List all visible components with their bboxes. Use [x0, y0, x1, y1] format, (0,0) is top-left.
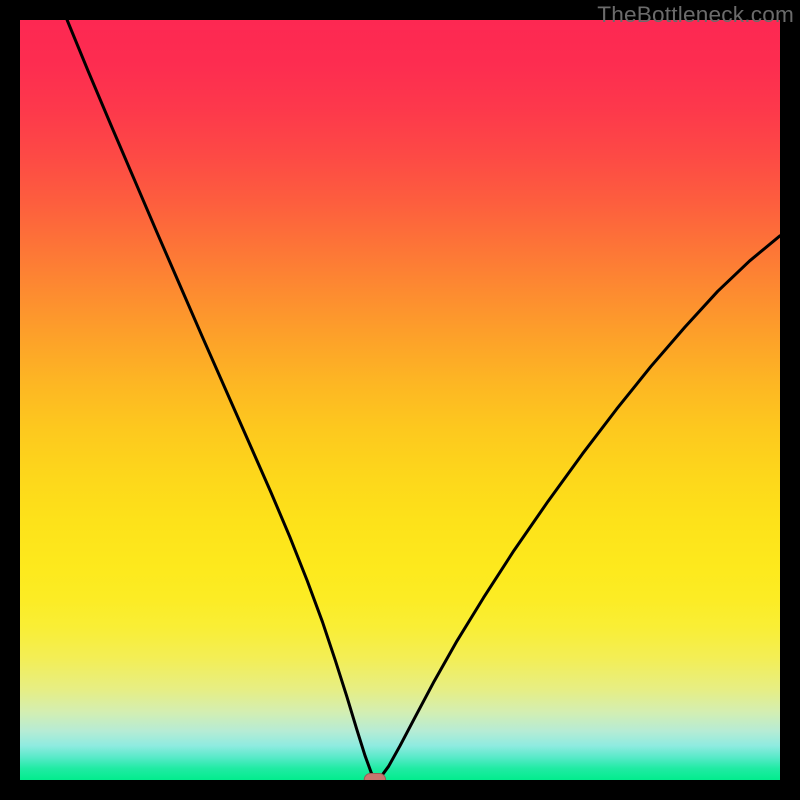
bottleneck-chart-svg: [0, 0, 800, 800]
watermark-text: TheBottleneck.com: [597, 2, 794, 28]
gradient-background: [20, 20, 780, 780]
plot-area: [20, 20, 780, 786]
chart-container: TheBottleneck.com: [0, 0, 800, 800]
